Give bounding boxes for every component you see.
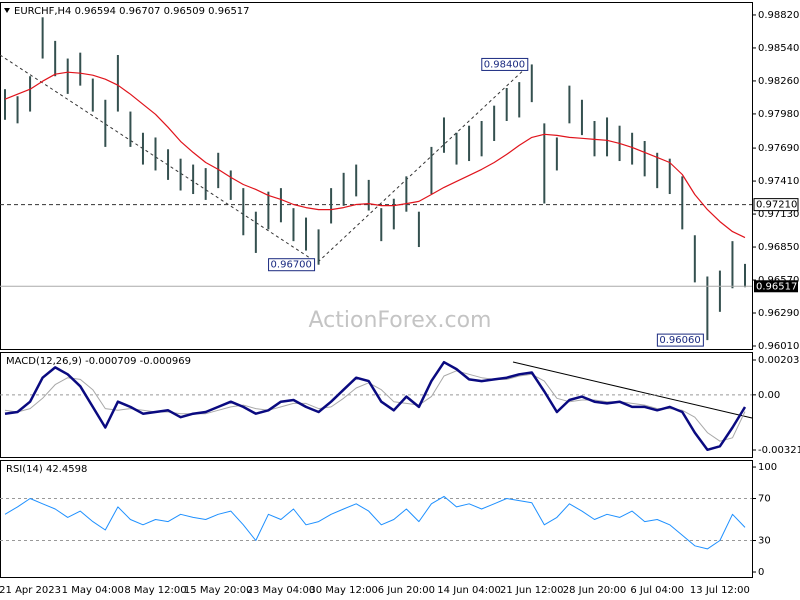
menu-arrow — [4, 8, 10, 13]
x-tick-label: 6 Jul 04:00 — [630, 585, 684, 596]
macd-frame — [0, 352, 753, 458]
annotation-box — [268, 258, 316, 272]
y-tick-label: 0 — [758, 567, 764, 578]
panel-title: RSI(14) 42.4598 — [6, 464, 87, 475]
y-tick-label: 0.96850 — [758, 242, 799, 253]
trend-line — [0, 54, 311, 259]
y-tick-label: 0.96290 — [758, 308, 799, 319]
last-price-label: 0.96517 — [756, 281, 797, 292]
series-line — [4, 71, 746, 239]
y-tick-label: 0.97690 — [758, 143, 799, 154]
annotation-label: 0.98400 — [484, 59, 525, 70]
price-frame — [0, 2, 753, 350]
y-tick-label: 0.97410 — [758, 176, 799, 187]
y-tick-label: 0.97130 — [758, 209, 799, 220]
watermark: ActionForex.com — [309, 308, 492, 333]
x-tick-label: 6 Jun 20:00 — [378, 585, 435, 596]
y-tick-label: 0.97980 — [758, 109, 799, 120]
y-tick-label: 0.002031 — [758, 355, 800, 366]
series-line — [4, 360, 747, 452]
panel-title: EURCHF,H4 0.96594 0.96707 0.96509 0.9651… — [14, 6, 250, 17]
y-tick-label: 100 — [758, 462, 777, 473]
y-tick-label: 0.98820 — [758, 10, 799, 21]
x-tick-label: 14 Jun 04:00 — [437, 585, 501, 596]
x-tick-label: 8 May 12:00 — [124, 585, 186, 596]
annotation-box — [656, 333, 704, 347]
y-tick-label: 0.96010 — [758, 341, 799, 352]
y-tick-label: -0.003214 — [758, 445, 800, 456]
panel-title: MACD(12,26,9) -0.000709 -0.000969 — [6, 356, 191, 367]
x-tick-label: 15 May 20:00 — [184, 585, 253, 596]
annotation-box — [481, 57, 529, 71]
y-tick-label: 30 — [758, 536, 771, 547]
x-tick-label: 28 Jun 20:00 — [563, 585, 627, 596]
y-tick-label: 0.98540 — [758, 43, 799, 54]
last-price-box — [754, 280, 798, 293]
y-tick-label: 0.00 — [758, 390, 780, 401]
x-tick-label: 21 Apr 2023 — [0, 585, 61, 596]
x-tick-label: 21 Jun 12:00 — [500, 585, 564, 596]
series-line — [4, 495, 746, 550]
plot-layer: EURCHF,H4 0.96594 0.96707 0.96509 0.9651… — [0, 6, 800, 596]
x-tick-label: 1 May 04:00 — [62, 585, 124, 596]
x-tick-label: 23 May 04:00 — [247, 585, 316, 596]
level-label-box — [753, 198, 799, 212]
annotation-label: 0.96060 — [659, 335, 700, 346]
level-label: 0.97210 — [756, 200, 797, 211]
rsi-frame — [0, 460, 753, 578]
annotation-label: 0.96700 — [271, 260, 312, 271]
macd-trend-line — [512, 361, 753, 419]
x-tick-label: 13 Jul 12:00 — [690, 585, 750, 596]
y-tick-label: 70 — [758, 494, 771, 505]
x-tick-label: 30 May 12:00 — [309, 585, 378, 596]
y-tick-label: 0.98260 — [758, 76, 799, 87]
